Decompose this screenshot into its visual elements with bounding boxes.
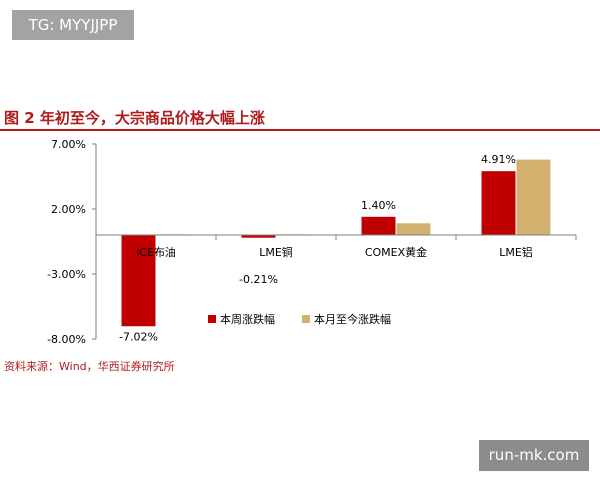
legend-label: 本周涨跌幅: [220, 312, 275, 326]
watermark-bottom-right: run-mk.com: [479, 440, 589, 471]
y-tick-label: 7.00%: [51, 138, 86, 151]
bar-mtd-3: [516, 159, 551, 235]
category-label: COMEX黄金: [365, 245, 427, 259]
y-tick-label: -3.00%: [47, 268, 86, 281]
bar-weekly-0: [121, 235, 156, 327]
category-label: LME铝: [499, 245, 533, 259]
bar-weekly-3: [481, 171, 516, 235]
bar-mtd-2: [396, 223, 431, 235]
data-label: 1.40%: [361, 199, 396, 212]
data-label: 4.91%: [481, 153, 516, 166]
source-note: 资料来源：Wind，华西证券研究所: [4, 360, 175, 373]
title-divider: [0, 129, 600, 131]
legend-swatch: [208, 315, 216, 323]
y-tick-label: -8.00%: [47, 333, 86, 346]
data-label: -7.02%: [119, 330, 158, 343]
figure-title: 图 2 年初至今，大宗商品价格大幅上涨: [4, 109, 265, 127]
bar-weekly-2: [361, 216, 396, 235]
category-label: ICE布油: [136, 245, 176, 259]
watermark-top-left: TG: MYYJJPP: [12, 10, 134, 40]
legend-swatch: [302, 315, 310, 323]
y-tick-label: 2.00%: [51, 203, 86, 216]
data-label: -0.21%: [239, 273, 278, 286]
category-label: LME铜: [259, 245, 293, 259]
legend-label: 本月至今涨跌幅: [314, 312, 391, 326]
bar-weekly-1: [241, 235, 276, 238]
